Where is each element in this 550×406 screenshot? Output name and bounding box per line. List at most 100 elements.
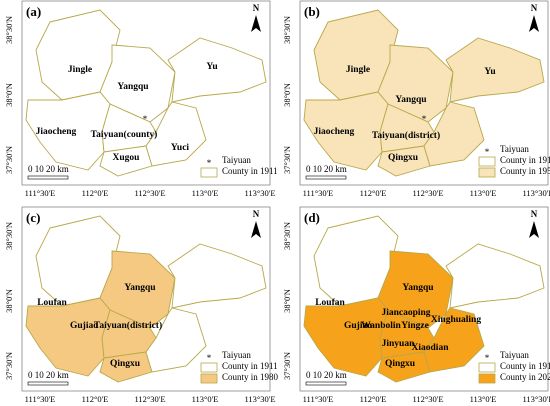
legend-city: Taiyuan [222,350,251,360]
legend-city: Taiyuan [500,144,529,154]
longitude-label: 112°0'E [82,394,109,404]
map-panel: (a) N 0 10 20 km 38°30'N 38°0'N 37°30'N 111°30… [4,0,278,198]
county-boundary [99,145,153,177]
panel-label: (b) [304,4,320,19]
panel-label: (a) [26,4,41,19]
place-label: Qingxu [385,359,416,369]
scale-label: 0 10 20 km [28,370,69,380]
legend-marker: * [207,158,212,168]
place-label: Yangqu [395,95,427,105]
latitude-label: 38°30'N [4,16,14,44]
place-label: Yu [484,67,496,77]
panel-label: (c) [26,210,40,225]
legend-label: County in 1911 [500,155,550,165]
scale-bar [27,381,69,386]
latitude-label: 37°30'N [4,352,14,380]
place-label: Jingle [68,65,92,75]
legend-swatch [478,373,496,384]
latitude-label: 38°30'N [4,222,14,250]
longitude-label: 113°30'E [522,394,550,404]
latitude-label: 38°30'N [282,16,292,44]
legend-label: County in 1980 [222,372,279,382]
legend-city: Taiyuan [500,350,529,360]
latitude-label: 38°0'N [282,83,292,107]
longitude-label: 112°30'E [412,188,443,198]
place-label: Xinghualing [431,315,481,325]
north-arrow [529,15,539,32]
county-boundary [445,37,545,103]
legend-swatch [478,362,496,373]
longitude-label: 111°30'E [25,394,56,404]
county-boundary [167,243,267,309]
place-label: Taiyuan(county) [91,129,158,140]
legend-city: Taiyuan [222,155,251,165]
city-marker: * [143,114,148,124]
county-boundary [167,37,267,103]
legend-swatch [200,362,218,373]
place-label: Yangqu [124,283,156,293]
longitude-label: 113°30'E [244,394,275,404]
north-arrow [251,221,261,238]
legend-swatch [200,373,218,384]
legend-label: County in 1911 [222,166,278,176]
place-label: Qingxu [110,359,141,369]
latitude-label: 37°30'N [282,352,292,380]
longitude-label: 112°30'E [134,394,165,404]
legend-marker: * [485,353,490,363]
latitude-label: 38°0'N [4,289,14,313]
legend-label: County in 2021 [500,372,550,382]
legend-swatch [478,167,496,178]
place-label: Xiaodian [412,343,450,353]
place-label: Xugou [113,153,141,163]
place-label: Yangqu [117,82,149,92]
latitude-label: 37°30'N [282,146,292,174]
place-label: Yu [206,62,218,72]
county-boundary [377,351,431,383]
place-label: Qingxu [388,153,419,163]
north-label: N [253,209,260,219]
county-boundary [145,101,207,167]
place-label: Gujiao [344,321,372,331]
longitude-label: 113°30'E [522,188,550,198]
county-boundary [445,243,545,309]
place-label: Loufan [37,298,67,308]
place-label: Jiaocheng [314,127,355,137]
legend-label: County in 1911 [222,361,278,371]
north-label: N [531,209,538,219]
map-panel: (b) N 0 10 20 km 38°30'N 38°0'N 37°30'N 111°30… [282,0,550,198]
north-arrow [251,15,261,32]
place-label: Yuci [171,143,189,153]
legend-marker: * [485,147,490,157]
latitude-label: 38°0'N [282,289,292,313]
place-label: Jingle [346,65,370,75]
longitude-label: 112°0'E [360,394,387,404]
county-boundary [423,307,485,373]
longitude-label: 111°30'E [303,188,334,198]
legend-label: County in 1911 [500,361,550,371]
scale-bar [305,175,347,180]
longitude-label: 113°0'E [470,394,497,404]
latitude-label: 37°30'N [4,146,14,174]
city-marker: * [422,114,427,124]
longitude-label: 112°30'E [134,188,165,198]
scale-label: 0 10 20 km [306,164,347,174]
scale-label: 0 10 20 km [306,370,347,380]
longitude-label: 113°0'E [192,188,219,198]
longitude-label: 113°30'E [244,188,275,198]
longitude-label: 113°0'E [192,394,219,404]
scale-bar [305,381,347,386]
north-arrow [529,221,539,238]
map-panel: (d) N 0 10 20 km 38°30'N 38°0'N 37°30'N 111°30… [282,206,550,404]
map-panel: (c) N 0 10 20 km 38°30'N 38°0'N 37°30'N 111°30… [4,206,279,404]
longitude-label: 112°0'E [360,188,387,198]
scale-label: 0 10 20 km [28,164,69,174]
longitude-label: 111°30'E [303,394,334,404]
county-boundary [145,307,207,373]
longitude-label: 111°30'E [25,188,56,198]
county-boundary [423,101,485,167]
place-label: Jinyuan [382,339,415,349]
north-label: N [531,3,538,13]
county-boundary [99,351,153,383]
legend-swatch [478,156,496,167]
